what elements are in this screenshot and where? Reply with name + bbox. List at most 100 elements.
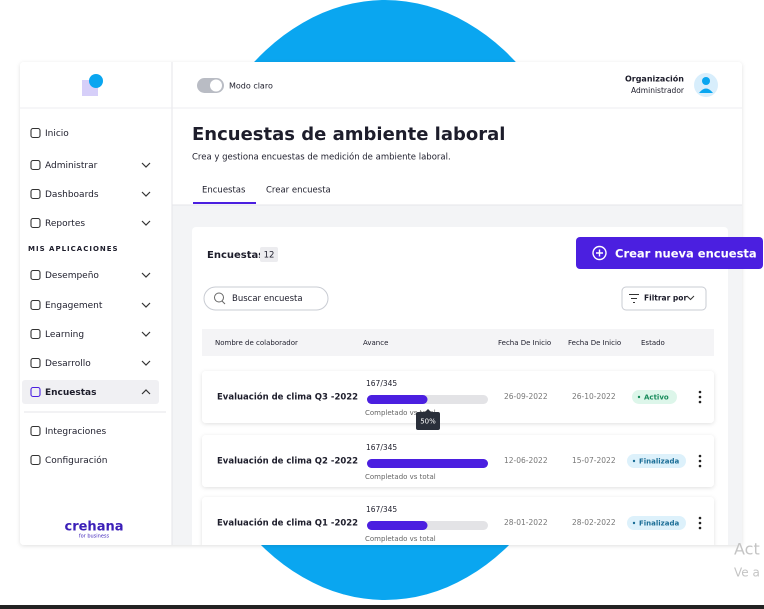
filter-label: Filtrar por [644,294,687,303]
tooltip-label: 50% [420,418,436,426]
tooltip-arrow [425,409,431,412]
kebab-dot [698,526,702,530]
kebab-dot [698,516,702,520]
tab[interactable]: Crear encuesta [266,186,331,196]
search-icon-handle [221,300,226,305]
start-date: 28-01-2022 [504,518,548,527]
progress-count: 167/345 [366,379,397,388]
kebab-dot [698,521,702,525]
search-icon [214,292,224,303]
status: Finalizada [639,458,679,466]
survey-name: Evaluación de clima Q2 -2022 [217,456,358,467]
nav-item[interactable]: Engagement [45,301,103,311]
nav-item[interactable]: Learning [45,330,84,340]
create-button[interactable] [576,237,763,269]
nav-item[interactable]: Dashboards [45,190,99,200]
filter-icon [629,294,639,303]
page-subtitle: Crea y gestiona encuestas de medición de… [192,152,451,163]
count: 12 [264,251,275,261]
nav-icon [30,299,41,311]
bottom-edge [0,605,764,609]
start-date: 12-06-2022 [504,456,548,465]
plus-icon-cross [596,249,603,257]
watermark-line: Act [734,540,760,559]
status: Activo [644,394,669,402]
filter-chevron [686,295,695,301]
column-header: Fecha De Inicio [568,339,621,347]
column-header: Nombre de colaborador [215,339,298,347]
nav-item[interactable]: Administrar [45,161,98,171]
nav-item[interactable]: Desempeño [45,271,99,281]
watermark-line: Ve a [734,566,760,580]
page-title: Encuestas de ambiente laboral [192,124,505,145]
status-pill [627,454,686,468]
kebab-dot [698,400,702,404]
chevron [141,272,151,278]
chevron [141,162,151,168]
plus-icon [592,245,607,261]
chevron [141,389,151,395]
progress-count: 167/345 [366,505,397,514]
status-dot [632,459,636,463]
nav-icon [30,357,41,369]
status-dot [637,395,641,399]
org-name: Organización [625,74,684,84]
tab-active[interactable]: Encuestas [202,186,246,196]
progress-fill [367,395,428,404]
nav-item[interactable]: Integraciones [45,427,107,437]
progress-caption: Completado vs total [365,409,436,417]
nav-item[interactable]: Inicio [45,129,69,139]
logo-sub: for business [79,534,110,540]
nav-icon [30,217,41,229]
search-box[interactable] [203,286,329,311]
nav-icon [30,425,41,437]
search-placeholder: Buscar encuesta [232,294,303,304]
create-button-label: Crear nueva encuesta [615,247,757,261]
logo: crehana [65,520,124,535]
tooltip [416,412,440,430]
nav-highlight [22,380,159,404]
avatar-head [702,77,710,85]
nav-section-label: MIS APLICACIONES [28,245,119,253]
status-pill [627,516,686,530]
nav-item[interactable]: Desarrollo [45,359,91,369]
column-header: Fecha De Inicio [498,339,551,347]
kebab-dot [698,464,702,468]
progress-count: 167/345 [366,443,397,452]
toggle-label: Modo claro [229,82,273,91]
chevron [141,220,151,226]
avatar-body [699,88,713,93]
nav-icon [30,454,41,466]
table-header [202,329,714,356]
start-date: 26-09-2022 [504,392,548,401]
status: Finalizada [639,520,679,528]
panel-title: Encuestas [207,250,264,261]
end-date: 26-10-2022 [572,392,616,401]
chevron [141,360,151,366]
nav-icon [30,188,41,200]
user-role: Administrador [631,86,685,95]
chevron [141,191,151,197]
nav-icon [30,386,41,398]
survey-name: Evaluación de clima Q1 -2022 [217,518,358,529]
column-header: Estado [641,339,665,347]
kebab-dot [698,459,702,463]
nav-icon [30,269,41,281]
status-pill [632,390,677,404]
chevron [141,331,151,337]
progress-caption: Completado vs total [365,473,436,481]
nav-item[interactable]: Encuestas [45,388,97,398]
survey-name: Evaluación de clima Q3 -2022 [217,392,358,403]
progress-caption: Completado vs total [365,535,436,543]
kebab-dot [698,395,702,399]
chevron [141,302,151,308]
nav-icon [30,328,41,340]
progress-fill [367,521,428,530]
tab-underline [193,202,256,204]
status-dot [632,521,636,525]
filter-button[interactable] [621,286,707,311]
nav-item[interactable]: Reportes [45,219,85,229]
nav-item[interactable]: Configuración [45,455,107,466]
nav-icon [30,159,41,171]
kebab-dot [698,390,702,394]
